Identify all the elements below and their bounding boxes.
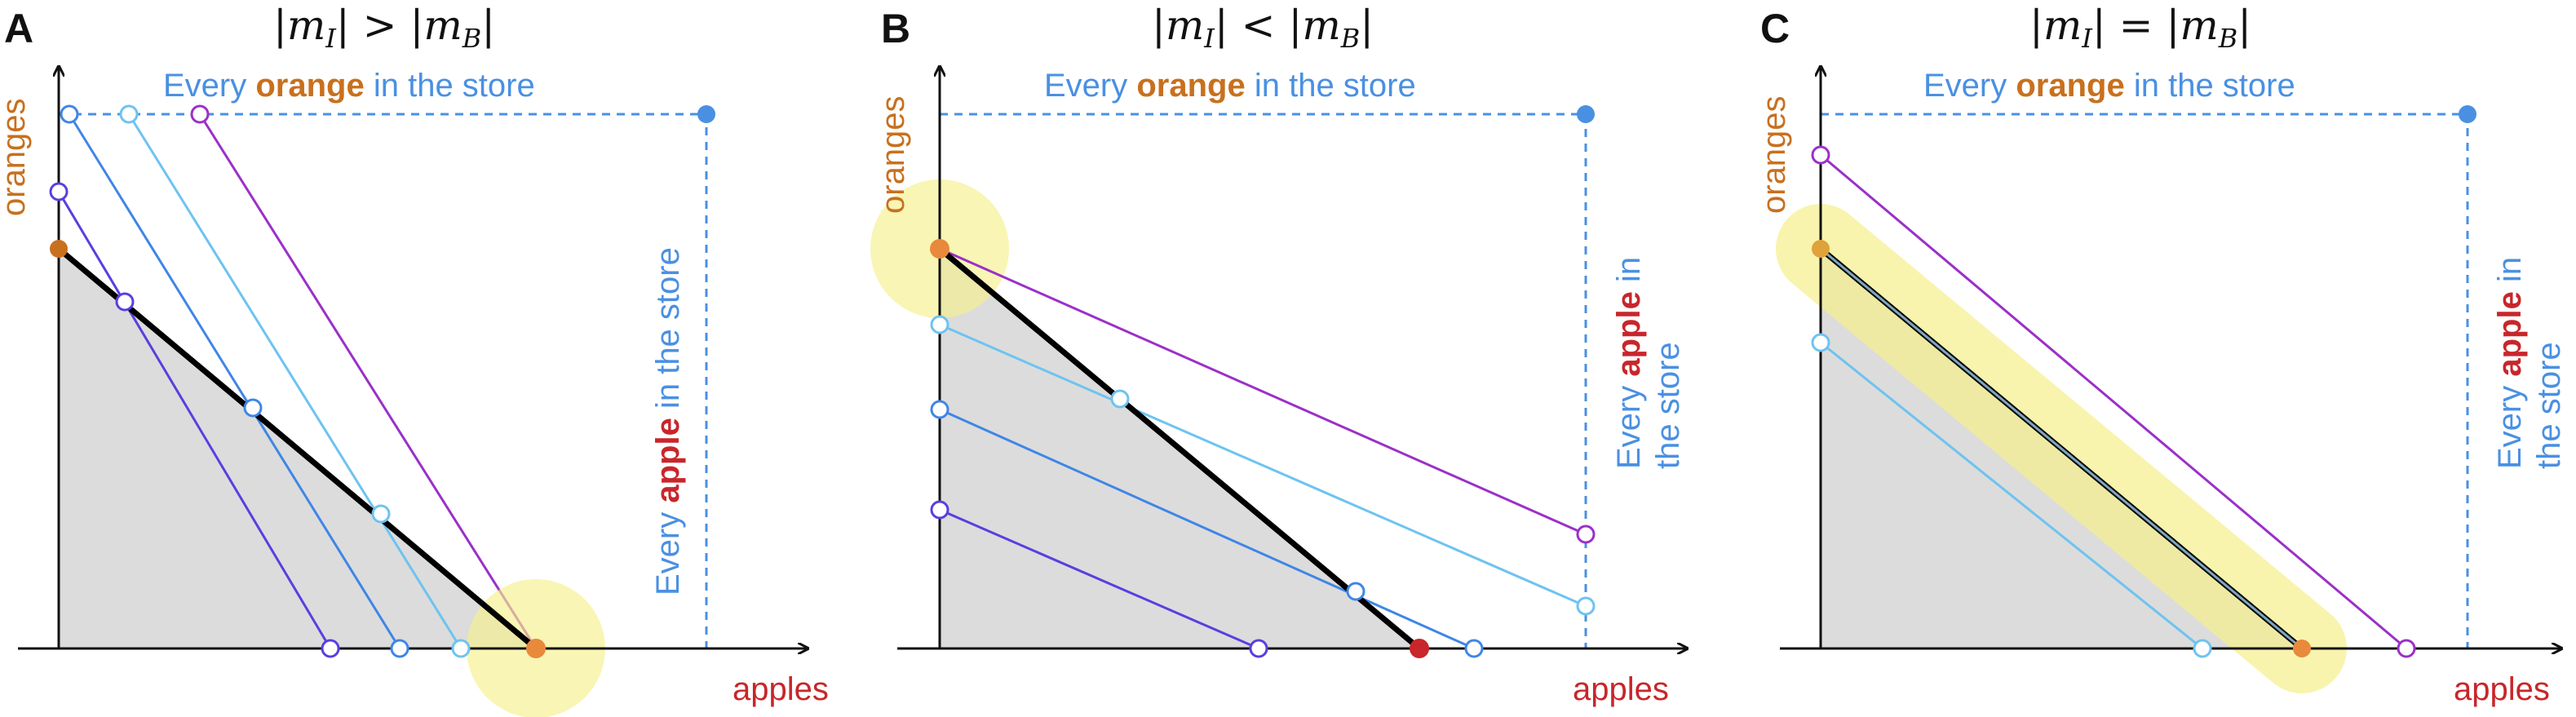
iso-point [115,292,135,312]
y-axis-label: oranges [875,95,911,214]
iso-point [1110,389,1130,409]
iso-line-4 [939,247,1587,536]
iso-point [1576,524,1596,544]
iso-line-4 [198,113,538,649]
iso-point [119,104,139,124]
store-apples-label: Every apple in the store [1611,248,1686,469]
store-corner-point [1577,105,1595,123]
iso-point [2397,639,2416,658]
panel-c-title: |mI| = |mB| [2029,2,2251,54]
store-apples-label: Every apple in the store [2492,248,2567,469]
iso-point [930,500,949,520]
iso-point [190,104,210,124]
iso-line-2 [68,113,401,649]
iso-line-1 [1820,341,2203,650]
budget-line [56,246,538,651]
panel-b: B |mI| < |mB| Every orange in the store … [870,2,1687,707]
iso-line-overlap [1820,247,2303,650]
panel-b-title: |mI| < |mB| [1152,2,1374,54]
iso-point [390,639,409,658]
y-axis-label: oranges [1756,95,1792,214]
store-oranges-label: Every orange in the store [163,68,535,104]
budget-line [937,246,1422,651]
iso-point [1811,333,1830,352]
max-oranges-point [50,240,68,258]
optimum-point [526,639,546,658]
panel-a: A |mI| > |mB| Eve [0,2,829,717]
iso-line-2 [1820,153,2407,650]
iso-point [243,398,263,418]
iso-point [930,400,949,419]
iso-line-2 [939,408,1475,650]
panel-b-letter: B [881,6,910,51]
x-axis-label: apples [733,671,829,707]
iso-point [49,182,69,201]
x-axis-label: apples [1573,671,1669,707]
max-apples-point [2293,640,2311,657]
iso-line-1 [57,191,332,649]
panel-c: C |mI| = |mB| Every orange in the store … [1756,2,2567,707]
store-corner-point [697,105,715,123]
iso-point [1346,582,1365,601]
iso-point [60,104,79,124]
y-axis-label: oranges [0,98,32,216]
panel-a-title: |mI| > |mB| [273,2,495,54]
x-axis-label: apples [2454,671,2550,707]
optimum-point [930,239,949,259]
iso-point [2193,639,2212,658]
iso-line-3 [939,323,1587,608]
store-oranges-label: Every orange in the store [1923,68,2295,104]
max-apples-point [1410,639,1429,658]
panel-a-letter: A [4,6,33,51]
store-apples-label: Every apple in the store [650,247,686,595]
iso-line-3 [127,113,463,649]
panel-c-letter: C [1760,6,1790,51]
max-oranges-point [1812,240,1830,258]
store-oranges-label: Every orange in the store [1044,68,1416,104]
iso-point [930,315,949,334]
iso-point [321,639,340,658]
iso-point [1576,596,1596,616]
iso-point [1249,639,1268,658]
iso-point [451,639,471,658]
store-corner-point [2459,105,2476,123]
iso-point [1464,639,1484,658]
iso-point [1811,145,1830,165]
iso-point [371,504,391,524]
iso-line-1 [939,508,1259,650]
